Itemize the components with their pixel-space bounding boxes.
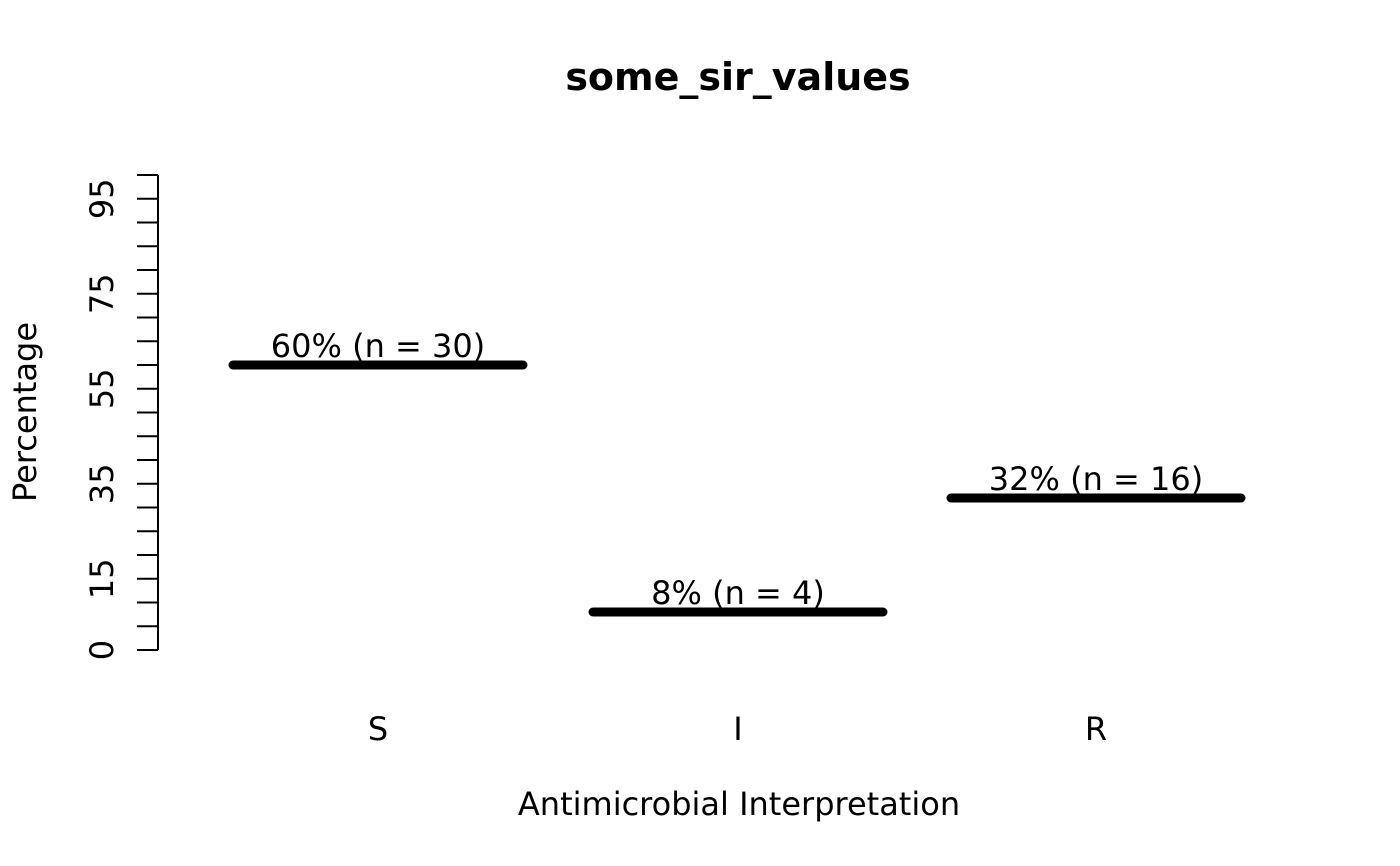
bars-group [228, 360, 1246, 617]
y-tick-label: 15 [83, 558, 121, 599]
y-tick-label: 35 [83, 463, 121, 504]
category-label: R [1085, 710, 1107, 748]
bar-value-label: 60% (n = 30) [271, 327, 485, 365]
x-axis-title: Antimicrobial Interpretation [518, 785, 960, 823]
y-tick-label: 0 [83, 640, 121, 660]
bar-value-label: 32% (n = 16) [989, 460, 1203, 498]
y-axis-title: Percentage [6, 322, 44, 502]
category-label: I [733, 710, 742, 748]
y-tick-label: 55 [83, 368, 121, 409]
y-tick-label: 95 [83, 178, 121, 219]
chart-title: some_sir_values [565, 55, 910, 99]
y-axis: 0 15 35 55 75 95 [83, 174, 159, 660]
labels-group: 60% (n = 30) S 8% (n = 4) I 32% (n = 16) R [271, 327, 1203, 748]
y-tick-label: 75 [83, 273, 121, 314]
category-label: S [368, 710, 388, 748]
bar-value-label: 8% (n = 4) [651, 574, 825, 612]
